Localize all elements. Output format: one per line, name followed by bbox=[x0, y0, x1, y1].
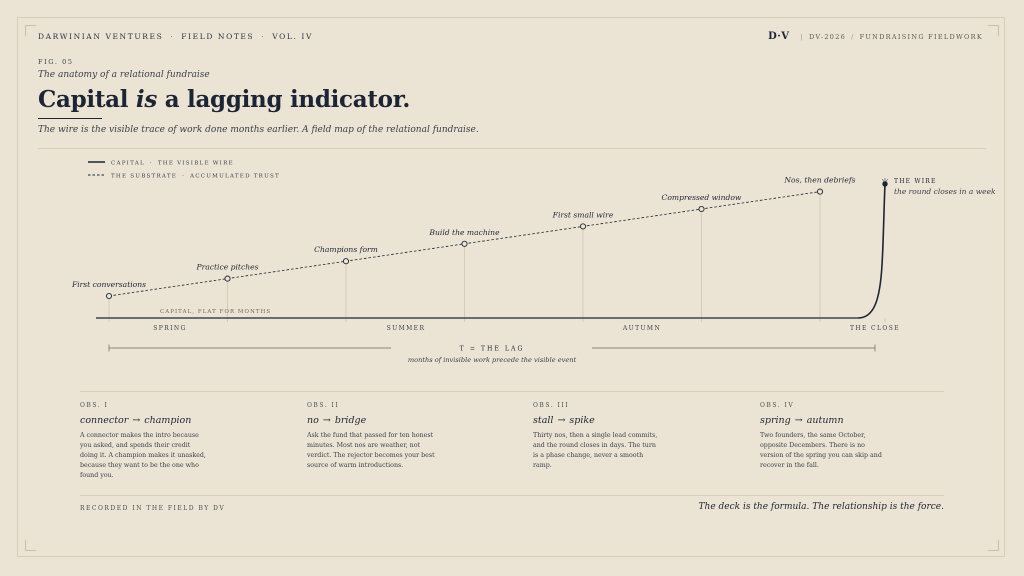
lag-note: months of invisible work precede the vis… bbox=[408, 356, 577, 364]
recorded-credit: RECORDED IN THE FIELD BY DV bbox=[80, 505, 226, 512]
corner-mark-bottom-left bbox=[25, 540, 36, 551]
divider-bottom bbox=[80, 495, 944, 496]
corner-mark-top-right bbox=[988, 25, 999, 36]
arrow-right-icon: → bbox=[132, 415, 141, 426]
arrow-right-icon: → bbox=[322, 415, 331, 426]
capital-flat-note: CAPITAL, FLAT FOR MONTHS bbox=[160, 309, 271, 315]
page-subtitle: The wire is the visible trace of work do… bbox=[38, 125, 479, 135]
observation-body: Thirty nos, then a single lead commits, … bbox=[533, 432, 658, 469]
observation-from: no bbox=[307, 415, 319, 426]
milestone-label-6: Compressed window bbox=[662, 193, 742, 202]
milestone-label-3: Champions form bbox=[314, 245, 378, 254]
observation-heading: no → bridge bbox=[307, 415, 507, 426]
brand-name: DARWINIAN VENTURES bbox=[38, 32, 164, 41]
divider-middle bbox=[80, 391, 944, 392]
masthead: DARWINIAN VENTURES · FIELD NOTES · VOL. IV bbox=[38, 32, 313, 41]
season-label-1: SPRING bbox=[153, 325, 186, 332]
corner-mark-bottom-right bbox=[988, 540, 999, 551]
corner-mark-top-left bbox=[25, 25, 36, 36]
milestone-label-7: Nos, then debriefs bbox=[783, 176, 855, 185]
divider-top bbox=[38, 148, 986, 149]
observation-3: OBS. III stall → spike Thirty nos, then a … bbox=[533, 402, 733, 471]
observation-from: stall bbox=[533, 415, 554, 426]
milestone-point-5 bbox=[579, 223, 587, 230]
dv-logo: D·V bbox=[768, 31, 790, 42]
arrow-right-icon: → bbox=[557, 415, 566, 426]
title-underline bbox=[38, 118, 102, 119]
observation-to: bridge bbox=[334, 415, 367, 426]
chart-legend: CAPITAL · THE VISIBLE WIRE THE SUBSTRATE · A… bbox=[88, 161, 280, 180]
observation-1: OBS. I connector → champion A connector ma… bbox=[80, 402, 280, 481]
doc-title: FUNDRAISING FIELDWORK bbox=[859, 32, 983, 41]
milestone-point-4 bbox=[461, 240, 468, 247]
observation-to: spike bbox=[569, 415, 595, 426]
wire-note: the round closes in a week bbox=[894, 187, 996, 196]
milestone-label-2: Practice pitches bbox=[195, 263, 258, 272]
volume-label: VOL. IV bbox=[272, 32, 313, 41]
section-name: FIELD NOTES bbox=[181, 32, 255, 41]
season-label-3: AUTUMN bbox=[622, 325, 661, 332]
observation-heading: spring → autumn bbox=[760, 415, 960, 426]
lag-bracket: T = THE LAG months of invisible work pre… bbox=[108, 344, 876, 364]
capital-spike-curve bbox=[857, 183, 886, 319]
observation-body: A connector makes the intro because you … bbox=[80, 432, 206, 479]
observation-label: OBS. III bbox=[533, 402, 570, 409]
observation-from: spring bbox=[760, 415, 791, 426]
page-frame bbox=[17, 17, 1005, 557]
milestone-point-2 bbox=[224, 275, 231, 282]
observation-to: autumn bbox=[806, 415, 844, 426]
title-emphasis: is bbox=[135, 86, 157, 113]
wire-spark-3 bbox=[886, 178, 888, 183]
milestone-point-3 bbox=[342, 258, 350, 265]
observation-to: champion bbox=[144, 415, 192, 426]
doc-code: DV-2026 bbox=[809, 32, 847, 41]
legend-capital: CAPITAL · THE VISIBLE WIRE bbox=[111, 161, 234, 167]
observation-4: OBS. IV spring → autumn Two founders, the … bbox=[760, 402, 960, 471]
observation-label: OBS. I bbox=[80, 402, 109, 409]
page-title: Capital is a lagging indicator. bbox=[38, 86, 410, 113]
doc-meta: D·V | DV-2026 / FUNDRAISING FIELDWORK bbox=[768, 31, 983, 42]
observation-label: OBS. II bbox=[307, 402, 340, 409]
observation-heading: stall → spike bbox=[533, 415, 733, 426]
title-part-2: a lagging indicator. bbox=[157, 86, 411, 113]
wire-point bbox=[882, 181, 888, 187]
milestone-label-4: Build the machine bbox=[428, 228, 500, 237]
arrow-right-icon: → bbox=[794, 415, 803, 426]
season-label-4: THE CLOSE bbox=[850, 325, 900, 332]
milestone-label-1: First conversations bbox=[71, 280, 146, 289]
milestone-point-1 bbox=[105, 292, 113, 300]
observation-body: Two founders, the same October, opposite… bbox=[760, 432, 882, 469]
lag-label: T = THE LAG bbox=[460, 346, 525, 353]
observation-heading: connector → champion bbox=[80, 415, 280, 426]
observation-label: OBS. IV bbox=[760, 402, 795, 409]
milestone-point-6 bbox=[698, 205, 705, 213]
figure-label: FIG. 05 bbox=[38, 58, 74, 66]
milestone-label-5: First small wire bbox=[552, 210, 614, 219]
observation-from: connector bbox=[80, 415, 129, 426]
closing-tagline: The deck is the formula. The relationshi… bbox=[698, 502, 944, 512]
figure-eyebrow: The anatomy of a relational fundraise bbox=[38, 70, 210, 80]
observation-body: Ask the fund that passed for ten honest … bbox=[307, 432, 435, 469]
title-part-1: Capital bbox=[38, 86, 136, 113]
observation-2: OBS. II no → bridge Ask the fund that pass… bbox=[307, 402, 507, 471]
legend-substrate: THE SUBSTRATE · ACCUMULATED TRUST bbox=[111, 174, 280, 180]
wire-spark-1 bbox=[882, 178, 884, 183]
season-label-2: SUMMER bbox=[387, 325, 426, 332]
milestone-point-7 bbox=[816, 188, 824, 195]
wire-title: THE WIRE bbox=[894, 178, 937, 185]
